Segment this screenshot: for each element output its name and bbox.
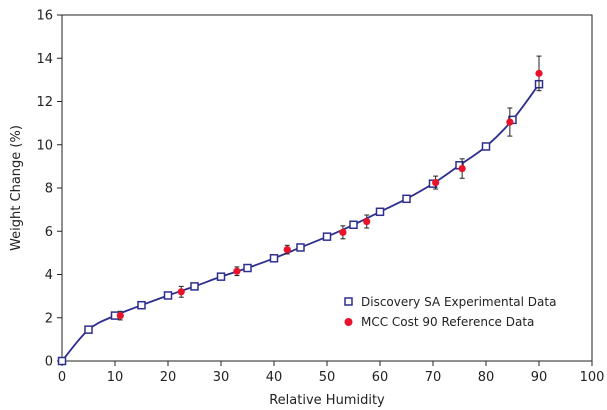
data-point-square — [481, 142, 491, 151]
x-tick-label: 100 — [580, 370, 605, 385]
data-point-circle — [506, 118, 514, 126]
legend-label-discovery: Discovery SA Experimental Data — [361, 295, 556, 309]
x-tick-label: 90 — [531, 370, 548, 385]
x-axis-ticks: 0 10 20 30 40 50 60 70 80 90 100 — [58, 361, 605, 385]
y-tick-label: 0 — [45, 355, 53, 370]
y-tick-label: 8 — [45, 182, 53, 197]
x-tick-label: 60 — [372, 370, 389, 385]
data-point-square — [269, 254, 279, 263]
series-mcc-reference — [116, 55, 543, 321]
data-point-circle — [116, 311, 124, 320]
data-point-circle — [458, 164, 466, 173]
x-tick-label: 30 — [213, 370, 230, 385]
data-point-square — [84, 325, 93, 334]
data-point-circle — [233, 267, 241, 275]
y-axis-title: Weight Change (%) — [9, 125, 24, 251]
data-point-square — [375, 207, 385, 217]
legend-marker-discovery — [344, 297, 353, 306]
data-point-square — [190, 282, 199, 291]
legend-marker-mcc — [344, 318, 353, 326]
data-point-square — [243, 263, 252, 273]
data-point-circle — [432, 178, 440, 187]
data-point-square — [163, 291, 173, 300]
data-point-circle — [535, 69, 543, 77]
x-tick-label: 70 — [425, 370, 442, 385]
data-point-square — [57, 356, 67, 366]
x-tick-label: 80 — [478, 370, 495, 385]
y-tick-label: 14 — [36, 52, 53, 67]
data-point-square — [349, 220, 358, 230]
data-point-square — [216, 272, 226, 281]
x-axis-title: Relative Humidity — [269, 393, 385, 408]
y-tick-label: 16 — [36, 9, 53, 24]
y-axis-ticks: 0 2 4 6 8 10 12 14 16 — [36, 9, 62, 370]
data-point-circle — [339, 228, 347, 236]
data-point-square — [322, 232, 332, 241]
y-tick-label: 10 — [36, 138, 53, 153]
legend-label-mcc: MCC Cost 90 Reference Data — [361, 315, 534, 329]
x-tick-label: 50 — [319, 370, 336, 385]
data-point-square — [296, 243, 305, 252]
y-tick-label: 2 — [45, 311, 53, 326]
x-tick-label: 20 — [160, 370, 177, 385]
x-tick-label: 40 — [266, 370, 283, 385]
x-tick-label: 10 — [107, 370, 124, 385]
data-point-circle — [363, 217, 371, 226]
y-tick-label: 6 — [45, 225, 53, 240]
data-point-circle — [177, 288, 185, 296]
data-point-square — [402, 194, 411, 204]
legend: Discovery SA Experimental Data MCC Cost … — [344, 295, 556, 329]
data-point-circle — [283, 246, 291, 254]
y-tick-label: 4 — [45, 268, 53, 283]
y-tick-label: 12 — [36, 95, 53, 110]
x-tick-label: 0 — [58, 370, 66, 385]
data-point-square — [137, 300, 146, 310]
